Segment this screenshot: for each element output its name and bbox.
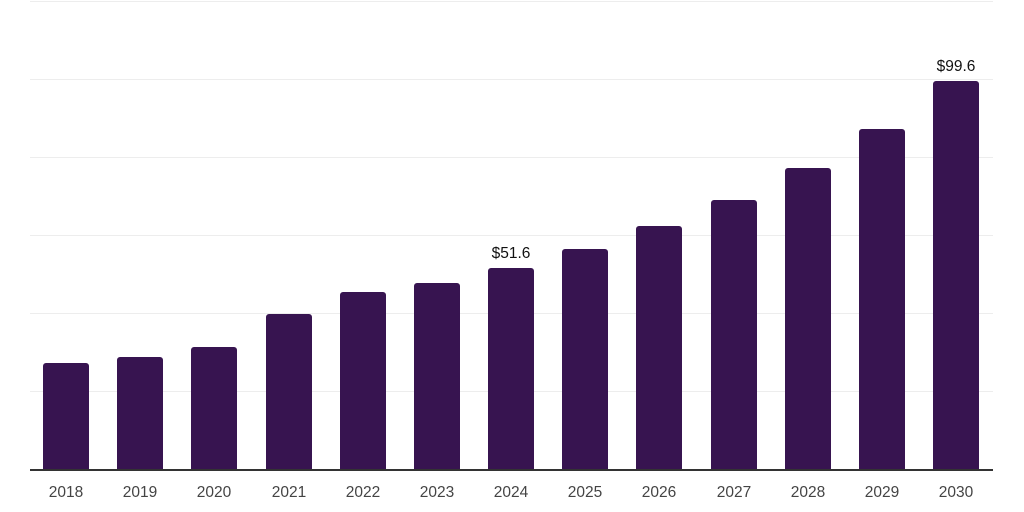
bar-2026 [636, 226, 682, 469]
gridline-60 [30, 235, 993, 236]
bar-2029 [859, 129, 905, 469]
bar-2019 [117, 357, 163, 469]
data-label-2030: $99.6 [936, 58, 976, 75]
bar-2024 [488, 268, 534, 469]
x-tick-label-2026: 2026 [641, 484, 677, 501]
x-tick-label-2029: 2029 [864, 484, 900, 501]
x-tick-label-2019: 2019 [122, 484, 158, 501]
x-tick-label-2023: 2023 [419, 484, 455, 501]
bar-2022 [340, 292, 386, 469]
x-tick-label-2024: 2024 [493, 484, 529, 501]
x-tick-label-2027: 2027 [716, 484, 752, 501]
x-axis-line [30, 469, 993, 471]
x-tick-label-2025: 2025 [567, 484, 603, 501]
bar-2018 [43, 363, 89, 469]
bar-2021 [266, 314, 312, 469]
x-tick-label-2028: 2028 [790, 484, 826, 501]
bar-2023 [414, 283, 460, 469]
x-tick-label-2021: 2021 [271, 484, 307, 501]
x-tick-label-2020: 2020 [196, 484, 232, 501]
data-label-2024: $51.6 [491, 245, 531, 262]
bar-2028 [785, 168, 831, 469]
gridline-80 [30, 157, 993, 158]
bar-2030 [933, 81, 979, 469]
gridline-120 [30, 1, 993, 2]
bar-2020 [191, 347, 237, 469]
x-tick-label-2030: 2030 [938, 484, 974, 501]
x-tick-label-2018: 2018 [48, 484, 84, 501]
x-tick-label-2022: 2022 [345, 484, 381, 501]
gridline-100 [30, 79, 993, 80]
bar-2027 [711, 200, 757, 469]
bar-2025 [562, 249, 608, 469]
